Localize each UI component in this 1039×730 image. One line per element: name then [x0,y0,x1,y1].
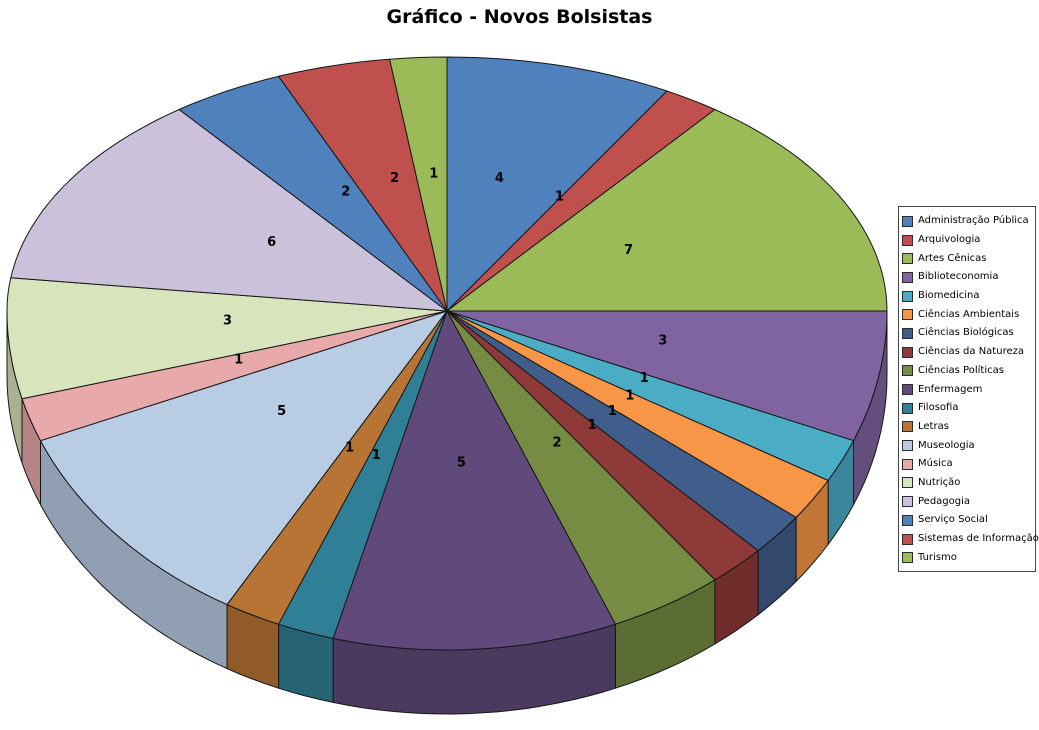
pie-slice-enfermagem [332,310,616,651]
data-label-ciencias-ambientais: 1 [625,388,634,403]
data-label-enfermagem: 5 [457,456,466,471]
data-label-artes-cenicas: 7 [624,243,633,258]
legend-swatch [902,271,913,283]
legend-label: Filosofia [918,402,959,414]
legend-item-arquivologia: Arquivologia [902,231,1033,250]
legend-swatch [902,327,913,339]
legend-label: Enfermagem [918,383,983,395]
legend-item-letras: Letras [902,418,1033,437]
data-label-pedagogia: 6 [267,235,276,250]
data-label-biomedicina: 1 [640,371,649,386]
legend-label: Nutrição [918,476,961,488]
data-label-musica: 1 [234,353,243,368]
legend-label: Administração Pública [918,215,1029,227]
legend-label: Turismo [918,551,957,563]
data-label-filosofia: 1 [372,448,381,463]
legend-swatch [902,533,913,545]
legend-swatch [902,440,913,452]
legend-swatch [902,384,913,396]
data-label-turismo: 1 [429,167,438,182]
legend-item-ciencias-politicas: Ciências Políticas [902,362,1033,381]
legend-item-ciencias-biologicas: Ciências Biológicas [902,324,1033,343]
legend-item-biblioteconomia: Biblioteconomia [902,268,1033,287]
legend-item-pedagogia: Pedagogia [902,492,1033,511]
legend-label: Ciências Políticas [918,364,1004,376]
legend-label: Museologia [918,439,975,451]
legend-item-filosofia: Filosofia [902,399,1033,418]
legend-swatch [902,552,913,564]
pie-slice-turismo [389,56,448,312]
data-label-sistemas-de-informacao: 2 [390,171,399,186]
legend-item-artes-cenicas: Artes Cênicas [902,249,1033,268]
data-label-arquivologia: 1 [555,190,564,205]
legend-label: Serviço Social [918,514,988,526]
data-label-servico-social: 2 [341,185,350,200]
legend-item-nutricao: Nutrição [902,474,1033,493]
legend-label: Sistemas de Informação [918,533,1039,545]
legend-swatch [902,402,913,414]
legend-label: Letras [918,420,949,432]
pie-slice-ciencias-politicas [446,310,716,625]
legend-label: Arquivologia [918,234,981,246]
legend-swatch [902,365,913,377]
legend-label: Biblioteconomia [918,271,999,283]
legend-label: Pedagogia [918,495,971,507]
legend-label: Artes Cênicas [918,252,987,264]
data-label-nutricao: 3 [223,314,232,329]
data-label-ciencias-da-natureza: 1 [588,418,597,433]
legend-item-musica: Música [902,455,1033,474]
legend-label: Ciências da Natureza [918,346,1024,358]
data-label-administracao-publica: 4 [495,171,504,186]
data-label-letras: 1 [345,440,354,455]
legend-swatch [902,253,913,265]
legend-label: Biomedicina [918,290,980,302]
pie-slice-servico-social [178,75,448,312]
legend-item-administracao-publica: Administração Pública [902,212,1033,231]
data-label-biblioteconomia: 3 [658,333,667,348]
legend-swatch [902,514,913,526]
chart-title: Gráfico - Novos Bolsistas [386,6,653,28]
legend-swatch [902,421,913,433]
legend-swatch [902,309,913,321]
legend-label: Música [918,458,953,470]
legend-swatch [902,477,913,489]
data-label-museologia: 5 [277,404,286,419]
legend-item-biomedicina: Biomedicina [902,287,1033,306]
legend-item-ciencias-da-natureza: Ciências da Natureza [902,343,1033,362]
legend-item-ciencias-ambientais: Ciências Ambientais [902,305,1033,324]
pie-slice-museologia [40,310,448,606]
legend-swatch [902,234,913,246]
pie-slice-biblioteconomia [446,310,888,442]
pie-slice-nutricao [6,277,448,400]
data-label-ciencias-biologicas: 1 [608,404,617,419]
legend-item-sistemas-de-informacao: Sistemas de Informação [902,530,1039,549]
legend-label: Ciências Ambientais [918,308,1020,320]
pie-slice-pedagogia [10,109,448,312]
legend-swatch [902,346,913,358]
legend-swatch [902,458,913,470]
legend-item-servico-social: Serviço Social [902,511,1033,530]
legend-label: Ciências Biológicas [918,327,1014,339]
legend-swatch [902,290,913,302]
pie-slice-sistemas-de-informacao [278,58,448,312]
legend-item-museologia: Museologia [902,436,1033,455]
legend-item-enfermagem: Enfermagem [902,380,1033,399]
legend-item-turismo: Turismo [902,548,1033,567]
legend: Administração Pública Arquivologia Artes C… [898,206,1039,573]
pie-slice-artes-cenicas [446,109,888,312]
legend-swatch [902,496,913,508]
legend-swatch [902,215,913,227]
data-label-ciencias-politicas: 2 [552,436,561,451]
pie-slice-administracao-publica [446,56,668,312]
